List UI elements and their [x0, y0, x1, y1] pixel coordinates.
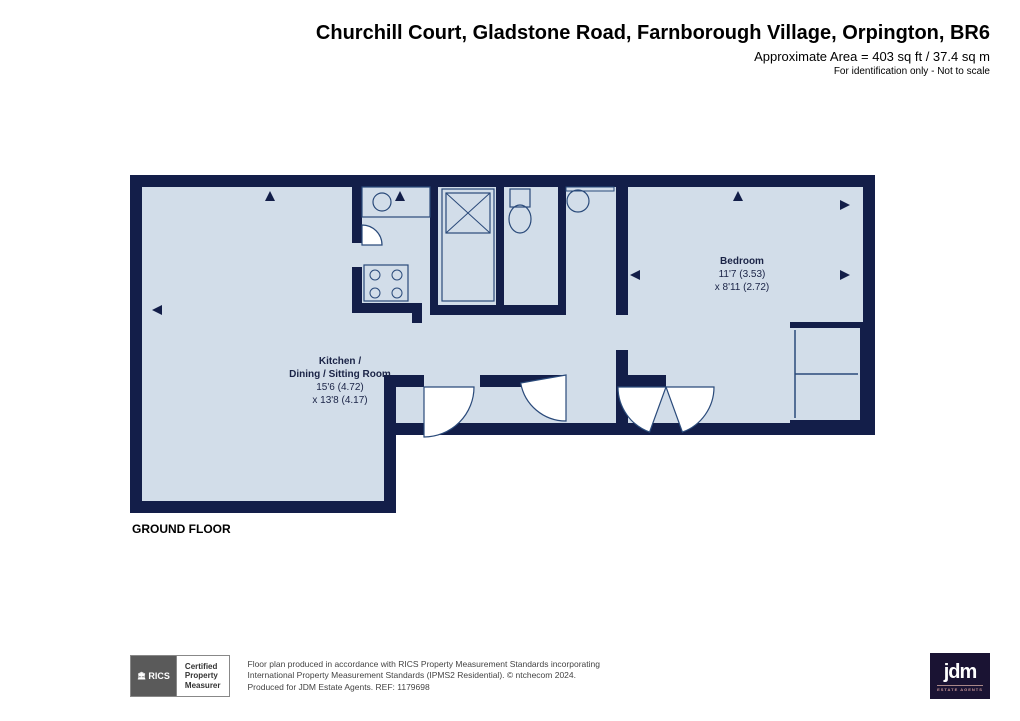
floor-plan: [130, 175, 875, 495]
scale-note: For identification only - Not to scale: [316, 66, 990, 77]
footer: 🏛 RICS Certified Property Measurer Floor…: [130, 651, 990, 701]
kitchen-label: Kitchen / Dining / Sitting Room 15'6 (4.…: [280, 355, 400, 407]
area-text: Approximate Area = 403 sq ft / 37.4 sq m: [316, 49, 990, 64]
rics-logo: 🏛 RICS: [130, 655, 177, 697]
footer-text: Floor plan produced in accordance with R…: [240, 659, 921, 692]
page-title: Churchill Court, Gladstone Road, Farnbor…: [316, 22, 990, 45]
floor-label: GROUND FLOOR: [132, 522, 231, 536]
bedroom-label: Bedroom 11'7 (3.53) x 8'11 (2.72): [692, 255, 792, 294]
rics-badge: 🏛 RICS Certified Property Measurer: [130, 655, 230, 697]
jdm-logo: jdm ESTATE AGENTS: [930, 653, 990, 699]
